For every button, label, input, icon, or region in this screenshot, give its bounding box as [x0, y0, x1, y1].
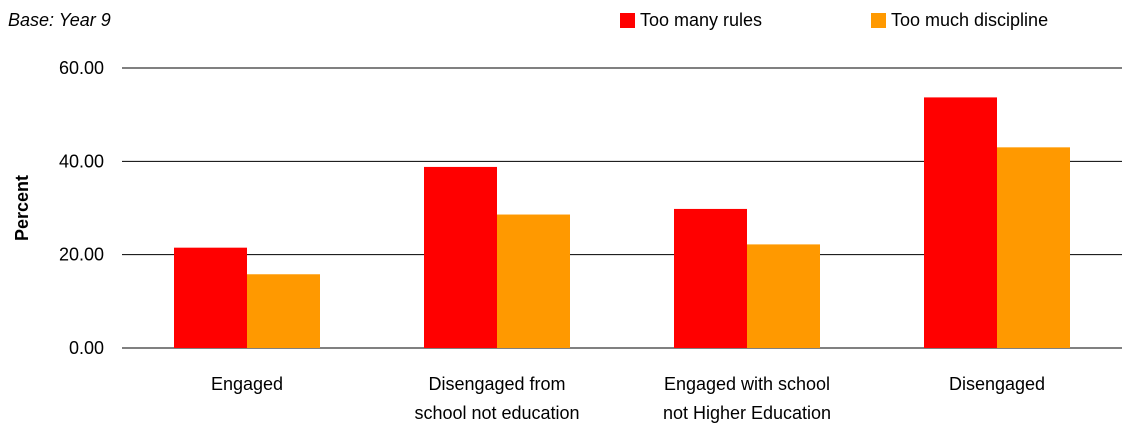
- x-tick-label: school not education: [414, 403, 579, 423]
- legend-label-too-many-rules: Too many rules: [640, 10, 763, 30]
- bar-too-many-rules: [424, 166, 497, 348]
- y-tick-label: 40.00: [59, 151, 104, 171]
- legend-item-too-many-rules: Too many rules: [620, 10, 762, 31]
- bar-too-many-rules: [924, 97, 997, 349]
- bar-too-much-discipline: [747, 244, 820, 348]
- legend-swatch-too-many-rules: [620, 13, 635, 28]
- x-tick-label: not Higher Education: [663, 403, 831, 423]
- bar-too-much-discipline: [497, 214, 570, 348]
- x-tick-label: Engaged: [211, 374, 283, 394]
- legend-swatch-too-much-discipline: [871, 13, 886, 28]
- y-tick-label: 60.00: [59, 58, 104, 78]
- legend-item-too-much-discipline: Too much discipline: [871, 10, 1048, 31]
- legend-label-too-much-discipline: Too much discipline: [891, 10, 1049, 30]
- y-tick-label: 20.00: [59, 245, 104, 265]
- y-axis-title: Percent: [12, 175, 32, 241]
- bar-too-many-rules: [174, 247, 247, 348]
- bar-too-much-discipline: [997, 147, 1070, 348]
- bar-too-much-discipline: [247, 274, 320, 348]
- x-tick-label: Disengaged: [949, 374, 1045, 394]
- bar-too-many-rules: [674, 208, 747, 348]
- chart-subtitle: Base: Year 9: [8, 10, 111, 30]
- x-tick-label: Disengaged from: [428, 374, 565, 394]
- y-tick-label: 0.00: [69, 338, 104, 358]
- x-tick-label: Engaged with school: [664, 374, 830, 394]
